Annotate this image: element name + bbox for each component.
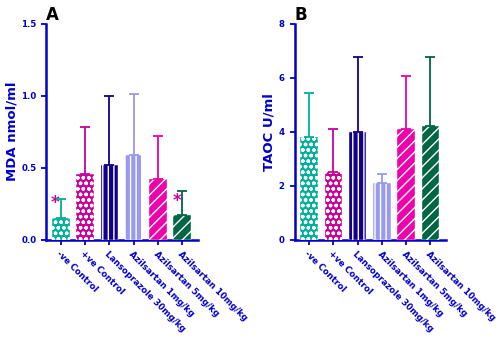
Bar bbox=[76, 174, 94, 240]
Text: A: A bbox=[46, 5, 59, 23]
Bar bbox=[125, 155, 142, 240]
Text: *: * bbox=[51, 194, 60, 213]
Bar bbox=[300, 137, 318, 240]
Bar bbox=[174, 215, 191, 240]
Text: *: * bbox=[172, 192, 182, 210]
Y-axis label: MDA nmol/ml: MDA nmol/ml bbox=[6, 82, 18, 181]
Bar bbox=[149, 179, 166, 240]
Bar bbox=[398, 129, 415, 240]
Bar bbox=[373, 183, 390, 240]
Bar bbox=[349, 132, 366, 240]
Text: B: B bbox=[294, 5, 307, 23]
Bar bbox=[324, 172, 342, 240]
Bar bbox=[422, 126, 439, 240]
Y-axis label: TAOC U/ml: TAOC U/ml bbox=[263, 93, 276, 171]
Bar bbox=[52, 218, 70, 240]
Bar bbox=[100, 165, 118, 240]
